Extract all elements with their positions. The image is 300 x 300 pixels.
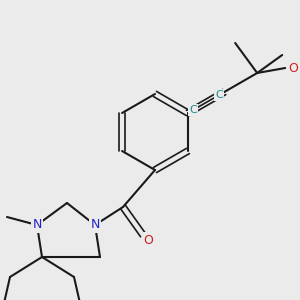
Text: N: N xyxy=(32,218,42,232)
Text: N: N xyxy=(90,218,100,232)
Text: C: C xyxy=(189,105,197,115)
Text: O: O xyxy=(288,61,298,74)
Text: O: O xyxy=(143,233,153,247)
Text: C: C xyxy=(215,90,223,100)
